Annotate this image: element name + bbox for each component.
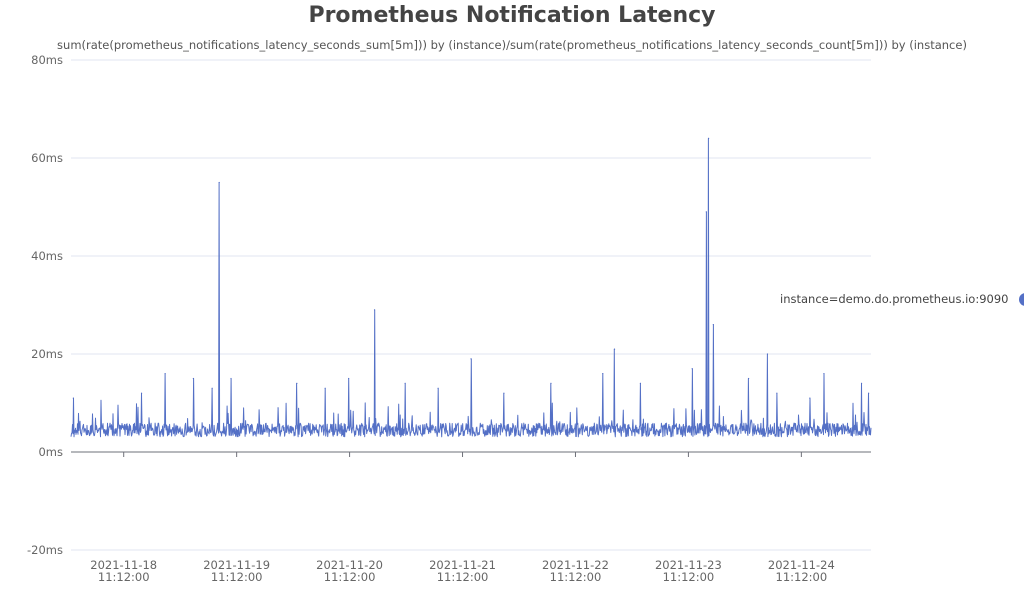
x-tick-date: 2021-11-19 <box>203 558 270 572</box>
series-point <box>277 407 279 409</box>
y-tick-label: 40ms <box>31 249 63 263</box>
legend[interactable]: instance=demo.do.prometheus.io:9090 <box>780 292 1024 306</box>
x-tick-time: 11:12:00 <box>663 570 715 584</box>
y-axis-ticks: 80ms 60ms 40ms 20ms 0ms -20ms <box>27 53 63 557</box>
series-point <box>164 373 166 375</box>
series-point <box>708 137 710 139</box>
series-point <box>192 377 194 380</box>
series-point <box>72 397 74 399</box>
x-tick-time: 11:12:00 <box>211 570 263 584</box>
series-point <box>503 392 505 394</box>
series-point <box>613 348 616 350</box>
x-tick-date: 2021-11-21 <box>429 558 496 572</box>
legend-swatch[interactable] <box>1019 292 1024 306</box>
series-point <box>868 392 870 394</box>
chart-subtitle: sum(rate(prometheus_notifications_latenc… <box>57 38 967 52</box>
series-point <box>550 382 552 384</box>
series-point <box>809 397 811 399</box>
series-point <box>437 387 439 389</box>
x-tick-time: 11:12:00 <box>776 570 828 584</box>
x-tick-date: 2021-11-23 <box>655 558 722 572</box>
x-tick-time: 11:12:00 <box>324 570 376 584</box>
x-tick-time: 11:12:00 <box>437 570 489 584</box>
series-point <box>230 377 232 380</box>
series-point <box>712 324 714 326</box>
series-point <box>691 368 693 370</box>
series-point <box>296 382 298 384</box>
series-point <box>639 382 642 384</box>
series-point <box>324 387 326 389</box>
series-point <box>776 392 778 394</box>
legend-label: instance=demo.do.prometheus.io:9090 <box>780 292 1009 306</box>
series-point <box>705 211 707 213</box>
x-tick-date: 2021-11-22 <box>542 558 609 572</box>
series-line-0 <box>70 137 872 438</box>
x-tick-date: 2021-11-20 <box>316 558 383 572</box>
series-point <box>470 358 472 360</box>
x-axis: 2021-11-1811:12:002021-11-1911:12:002021… <box>71 451 871 584</box>
y-tick-label: -20ms <box>27 543 63 557</box>
series-point <box>348 377 350 380</box>
series-point <box>823 373 825 375</box>
series-point <box>218 181 220 184</box>
series-point <box>404 382 406 384</box>
y-tick-label: 80ms <box>31 53 63 67</box>
y-tick-label: 60ms <box>31 151 63 165</box>
x-tick-date: 2021-11-24 <box>768 558 835 572</box>
grid-lines <box>71 59 871 551</box>
chart-title: Prometheus Notification Latency <box>308 3 716 28</box>
series-lines <box>70 137 872 438</box>
series-point <box>211 387 213 389</box>
x-tick-time: 11:12:00 <box>550 570 602 584</box>
x-tick-time: 11:12:00 <box>98 570 150 584</box>
series-point <box>766 353 769 355</box>
y-tick-label: 20ms <box>31 347 63 361</box>
series-point <box>373 309 376 311</box>
y-tick-label: 0ms <box>38 445 63 459</box>
series-point <box>748 377 750 380</box>
series-point <box>140 392 143 394</box>
series-point <box>860 382 863 384</box>
series-point <box>602 373 604 375</box>
x-tick-date: 2021-11-18 <box>90 558 157 572</box>
